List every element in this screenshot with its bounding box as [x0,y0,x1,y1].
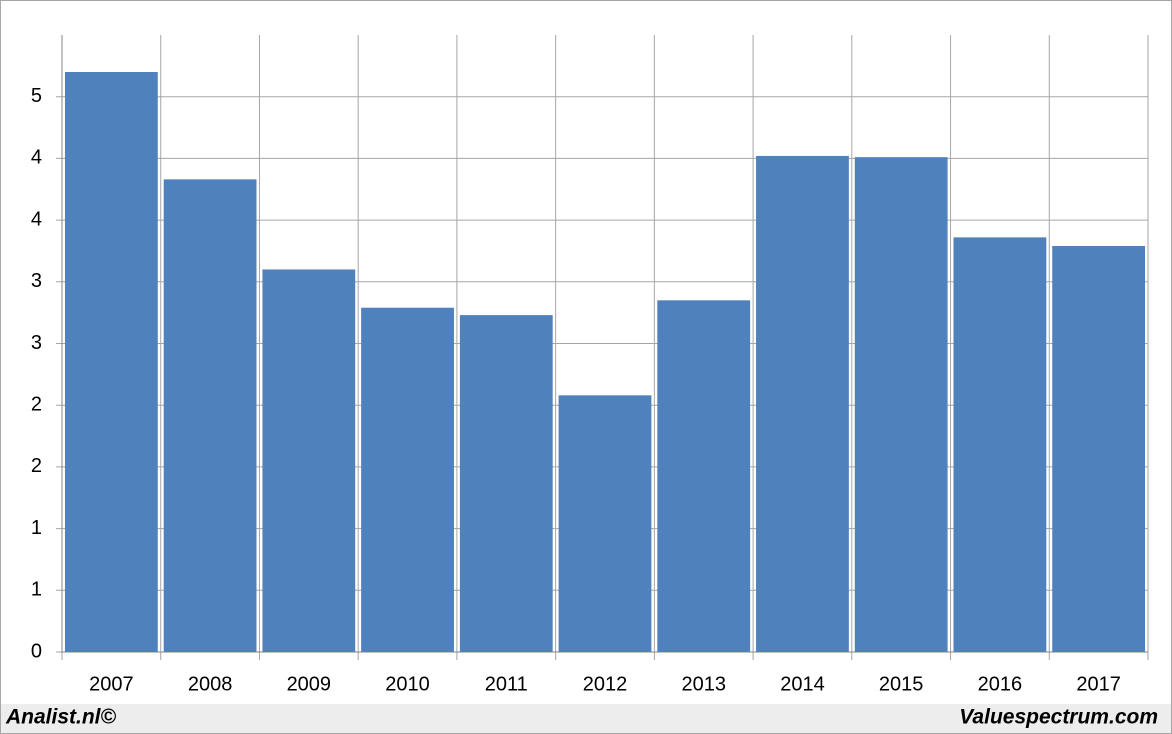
y-tick-label: 4 [31,208,42,230]
bar [854,157,948,652]
y-tick-label: 2 [31,455,42,477]
y-tick-label: 0 [31,640,42,662]
x-tick-label: 2015 [879,673,924,695]
footer-band [1,704,1171,733]
x-tick-label: 2017 [1076,673,1121,695]
credit-left: Analist.nl© [5,706,117,729]
x-tick-label: 2011 [485,673,528,695]
x-tick-label: 2008 [188,673,233,695]
x-tick-label: 2016 [978,673,1023,695]
bar [756,155,849,652]
bar [262,269,356,652]
y-tick-label: 1 [31,579,42,601]
bar [558,395,652,652]
bar [163,179,257,653]
bar [64,72,158,652]
y-tick-label: 4 [31,147,42,169]
y-tick-label: 1 [31,517,42,539]
y-tick-label: 5 [31,85,42,107]
x-tick-label: 2007 [89,673,134,695]
x-tick-label: 2012 [583,673,628,695]
y-tick-label: 2 [31,393,42,415]
bar [361,307,454,652]
x-tick-label: 2013 [681,673,726,695]
x-tick-label: 2009 [287,673,332,695]
bar [1052,246,1146,652]
x-tick-label: 2010 [385,673,430,695]
bar [459,315,553,652]
y-tick-label: 3 [31,270,42,292]
bar [657,300,751,652]
bar [953,237,1047,652]
x-tick-label: 2014 [780,673,825,695]
y-tick-label: 3 [31,332,42,354]
credit-right: Valuespectrum.com [959,706,1158,729]
